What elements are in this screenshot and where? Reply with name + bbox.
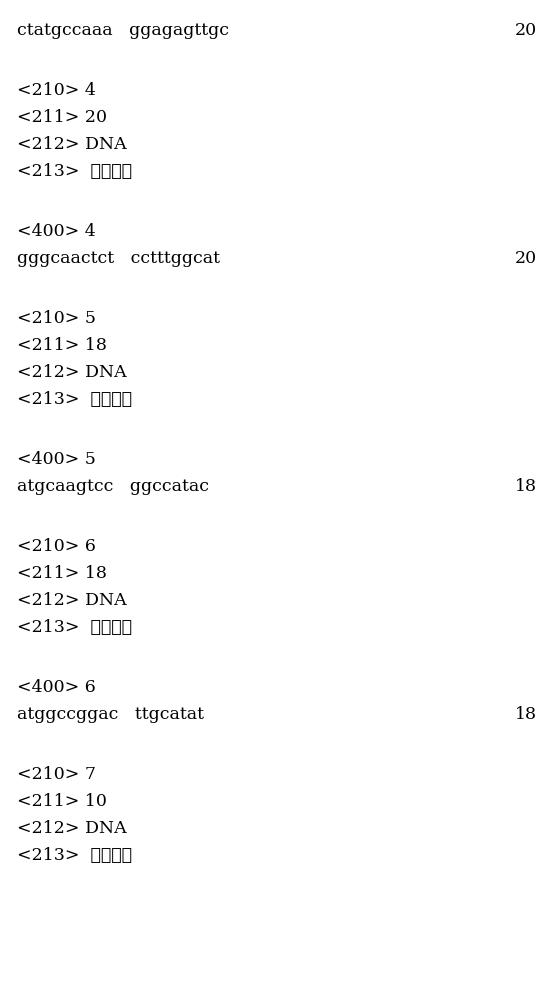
Text: <210> 5: <210> 5 [17,310,96,327]
Text: <400> 5: <400> 5 [17,451,95,468]
Text: <400> 4: <400> 4 [17,223,95,240]
Text: <210> 4: <210> 4 [17,82,95,99]
Text: ctatgccaaa   ggagagttgc: ctatgccaaa ggagagttgc [17,22,229,39]
Text: atggccggac   ttgcatat: atggccggac ttgcatat [17,706,204,723]
Text: <400> 6: <400> 6 [17,679,95,696]
Text: 18: 18 [515,478,537,495]
Text: <213>  人工序列: <213> 人工序列 [17,391,132,408]
Text: 18: 18 [515,706,537,723]
Text: 20: 20 [515,22,537,39]
Text: <211> 18: <211> 18 [17,565,106,582]
Text: <212> DNA: <212> DNA [17,820,126,837]
Text: <213>  人工序列: <213> 人工序列 [17,163,132,180]
Text: <212> DNA: <212> DNA [17,364,126,381]
Text: <213>  人工序列: <213> 人工序列 [17,619,132,636]
Text: <213>  人工序列: <213> 人工序列 [17,847,132,864]
Text: <212> DNA: <212> DNA [17,592,126,609]
Text: <211> 18: <211> 18 [17,337,106,354]
Text: 20: 20 [515,250,537,267]
Text: gggcaactct   cctttggcat: gggcaactct cctttggcat [17,250,219,267]
Text: <211> 10: <211> 10 [17,793,106,810]
Text: <210> 7: <210> 7 [17,766,96,783]
Text: <210> 6: <210> 6 [17,538,95,555]
Text: <211> 20: <211> 20 [17,109,106,126]
Text: <212> DNA: <212> DNA [17,136,126,153]
Text: atgcaagtcc   ggccatac: atgcaagtcc ggccatac [17,478,209,495]
